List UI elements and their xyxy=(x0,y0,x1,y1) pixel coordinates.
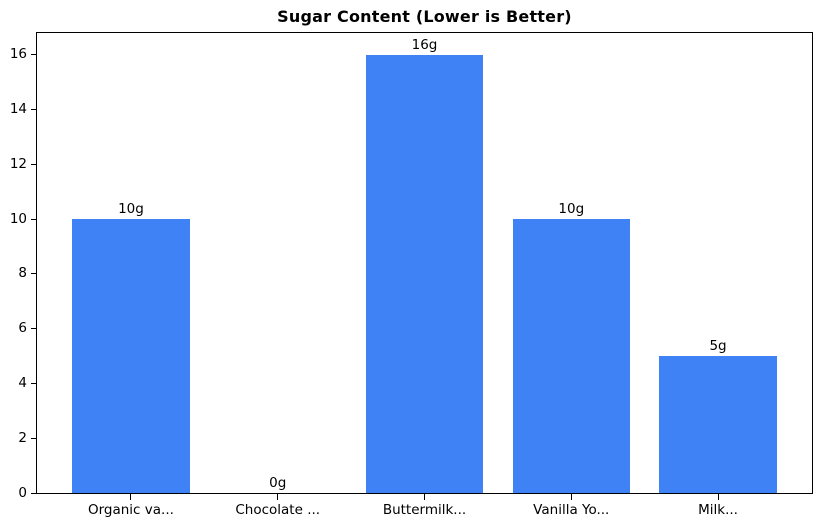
x-tick-label: Organic va... xyxy=(87,502,174,518)
x-tick-mark xyxy=(277,494,279,500)
y-tick-label: 14 xyxy=(9,101,27,118)
y-tick-label: 8 xyxy=(18,265,27,282)
y-tick-label: 6 xyxy=(18,320,27,337)
x-tick-label: Vanilla Yo... xyxy=(533,502,610,518)
x-tick-mark xyxy=(570,494,572,500)
bar xyxy=(365,54,484,493)
x-tick-label: Buttermilk... xyxy=(382,502,467,518)
y-tick-label: 4 xyxy=(18,374,27,391)
chart-title: Sugar Content (Lower is Better) xyxy=(277,7,572,26)
bar xyxy=(72,219,190,493)
x-tick-label: Chocolate ... xyxy=(235,502,321,518)
x-tick-mark xyxy=(717,494,719,500)
x-tick-mark xyxy=(424,494,425,500)
plot-border xyxy=(36,32,813,494)
bar xyxy=(659,356,777,493)
y-tick-label: 16 xyxy=(9,46,27,63)
y-tick-label: 12 xyxy=(9,155,27,172)
x-tick-mark xyxy=(130,494,132,500)
y-tick-label: 0 xyxy=(18,484,27,501)
y-tick-label: 2 xyxy=(18,429,27,446)
bar xyxy=(512,219,630,493)
x-tick-label: Milk... xyxy=(698,502,738,518)
y-tick-label: 10 xyxy=(9,210,27,227)
plot-area xyxy=(37,33,812,493)
